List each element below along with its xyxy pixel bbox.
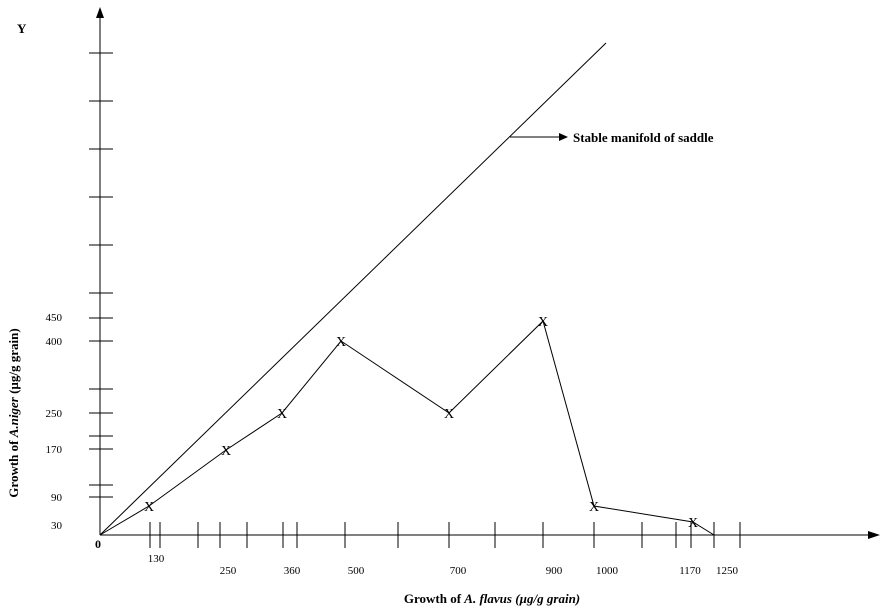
series-markers: X X X X X X X X — [144, 315, 698, 531]
x-axis-title-species: A. flavus — [463, 591, 512, 606]
x-tick-label: 360 — [284, 565, 301, 577]
data-point-marker: X — [688, 516, 698, 531]
x-tick-label: 1000 — [596, 565, 619, 577]
data-point-marker: X — [589, 500, 599, 515]
x-axis-arrow — [868, 531, 880, 539]
x-tick-label: 1170 — [679, 565, 701, 577]
y-axis-letter: Y — [17, 21, 27, 36]
y-axis-title-prefix: Growth of — [6, 437, 21, 497]
data-point-marker: X — [144, 500, 154, 515]
y-axis-arrow — [96, 7, 104, 18]
x-tick-label: 130 — [148, 553, 165, 565]
y-tick-label: 30 — [51, 520, 63, 532]
axis-tick-marks — [89, 52, 741, 548]
y-tick-label: 170 — [46, 444, 63, 456]
data-point-marker: X — [221, 444, 231, 459]
stable-manifold-label: Stable manifold of saddle — [573, 130, 714, 145]
x-axis-title-units: (µg/g grain) — [512, 591, 580, 606]
y-axis-title: Growth of A.niger (µg/g grain) — [6, 328, 21, 497]
x-tick-label: 1250 — [716, 565, 739, 577]
x-axis-title-prefix: Growth of — [404, 591, 464, 606]
data-point-marker: X — [538, 315, 548, 330]
annotation-arrow-head — [559, 133, 568, 141]
series-line — [99, 320, 715, 536]
y-tick-label: 90 — [51, 492, 63, 504]
y-axis-title-units: (µg/g grain) — [6, 328, 21, 397]
y-tick-labels: 30 90 170 250 400 450 — [46, 312, 63, 532]
x-tick-label: 700 — [450, 565, 467, 577]
origin-label: 0 — [95, 537, 101, 551]
stable-manifold-line — [99, 42, 607, 536]
y-tick-label: 450 — [46, 312, 63, 324]
x-axis-title: Growth of A. flavus (µg/g grain) — [404, 591, 580, 606]
data-point-marker: X — [444, 407, 454, 422]
data-point-marker: X — [277, 407, 287, 422]
y-tick-label: 250 — [46, 408, 63, 420]
data-point-marker: X — [336, 335, 346, 350]
y-axis-title-species: A.niger — [6, 396, 21, 438]
x-tick-label: 900 — [546, 565, 563, 577]
y-tick-label: 400 — [46, 336, 63, 348]
x-tick-label: 250 — [220, 565, 237, 577]
x-tick-labels: 130 250 360 500 700 900 1000 1170 1250 — [148, 553, 739, 577]
x-tick-label: 500 — [348, 565, 365, 577]
